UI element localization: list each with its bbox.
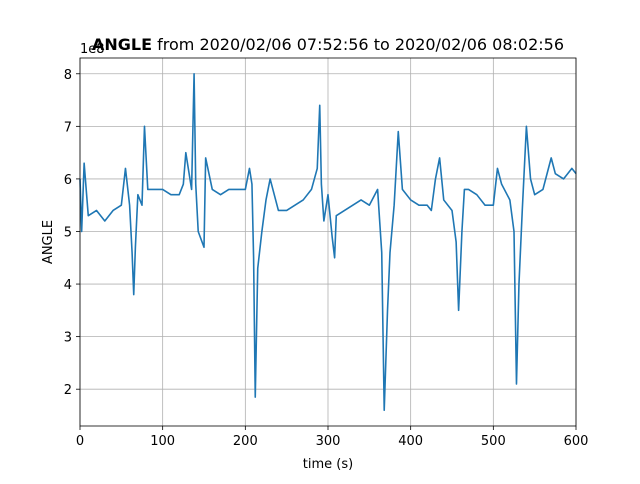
- x-tick-label: 100: [150, 434, 175, 449]
- y-tick-label: 3: [64, 331, 72, 346]
- x-tick-label: 0: [76, 434, 84, 449]
- x-tick-label: 600: [564, 434, 589, 449]
- plot-frame: [79, 57, 577, 427]
- y-tick-label: 6: [64, 173, 72, 188]
- y-tick-label: 2: [64, 383, 72, 398]
- y-tick-label: 5: [64, 225, 72, 240]
- x-tick-label: 400: [398, 434, 423, 449]
- y-offset-label: 1e8: [80, 42, 105, 57]
- x-axis-label: time (s): [303, 457, 353, 472]
- x-tick-label: 200: [233, 434, 258, 449]
- x-tick-label: 500: [481, 434, 506, 449]
- series-line: [79, 72, 577, 412]
- y-tick-label: 4: [64, 278, 72, 293]
- y-axis-label: ANGLE: [41, 220, 56, 264]
- chart-title: ANGLE from 2020/02/06 07:52:56 to 2020/0…: [92, 35, 564, 54]
- y-tick-label: 7: [64, 120, 72, 135]
- x-tick-label: 300: [316, 434, 341, 449]
- y-tick-label: 8: [64, 68, 72, 83]
- title-bold: ANGLE: [92, 35, 152, 54]
- title-rest: from 2020/02/06 07:52:56 to 2020/02/06 0…: [152, 35, 564, 54]
